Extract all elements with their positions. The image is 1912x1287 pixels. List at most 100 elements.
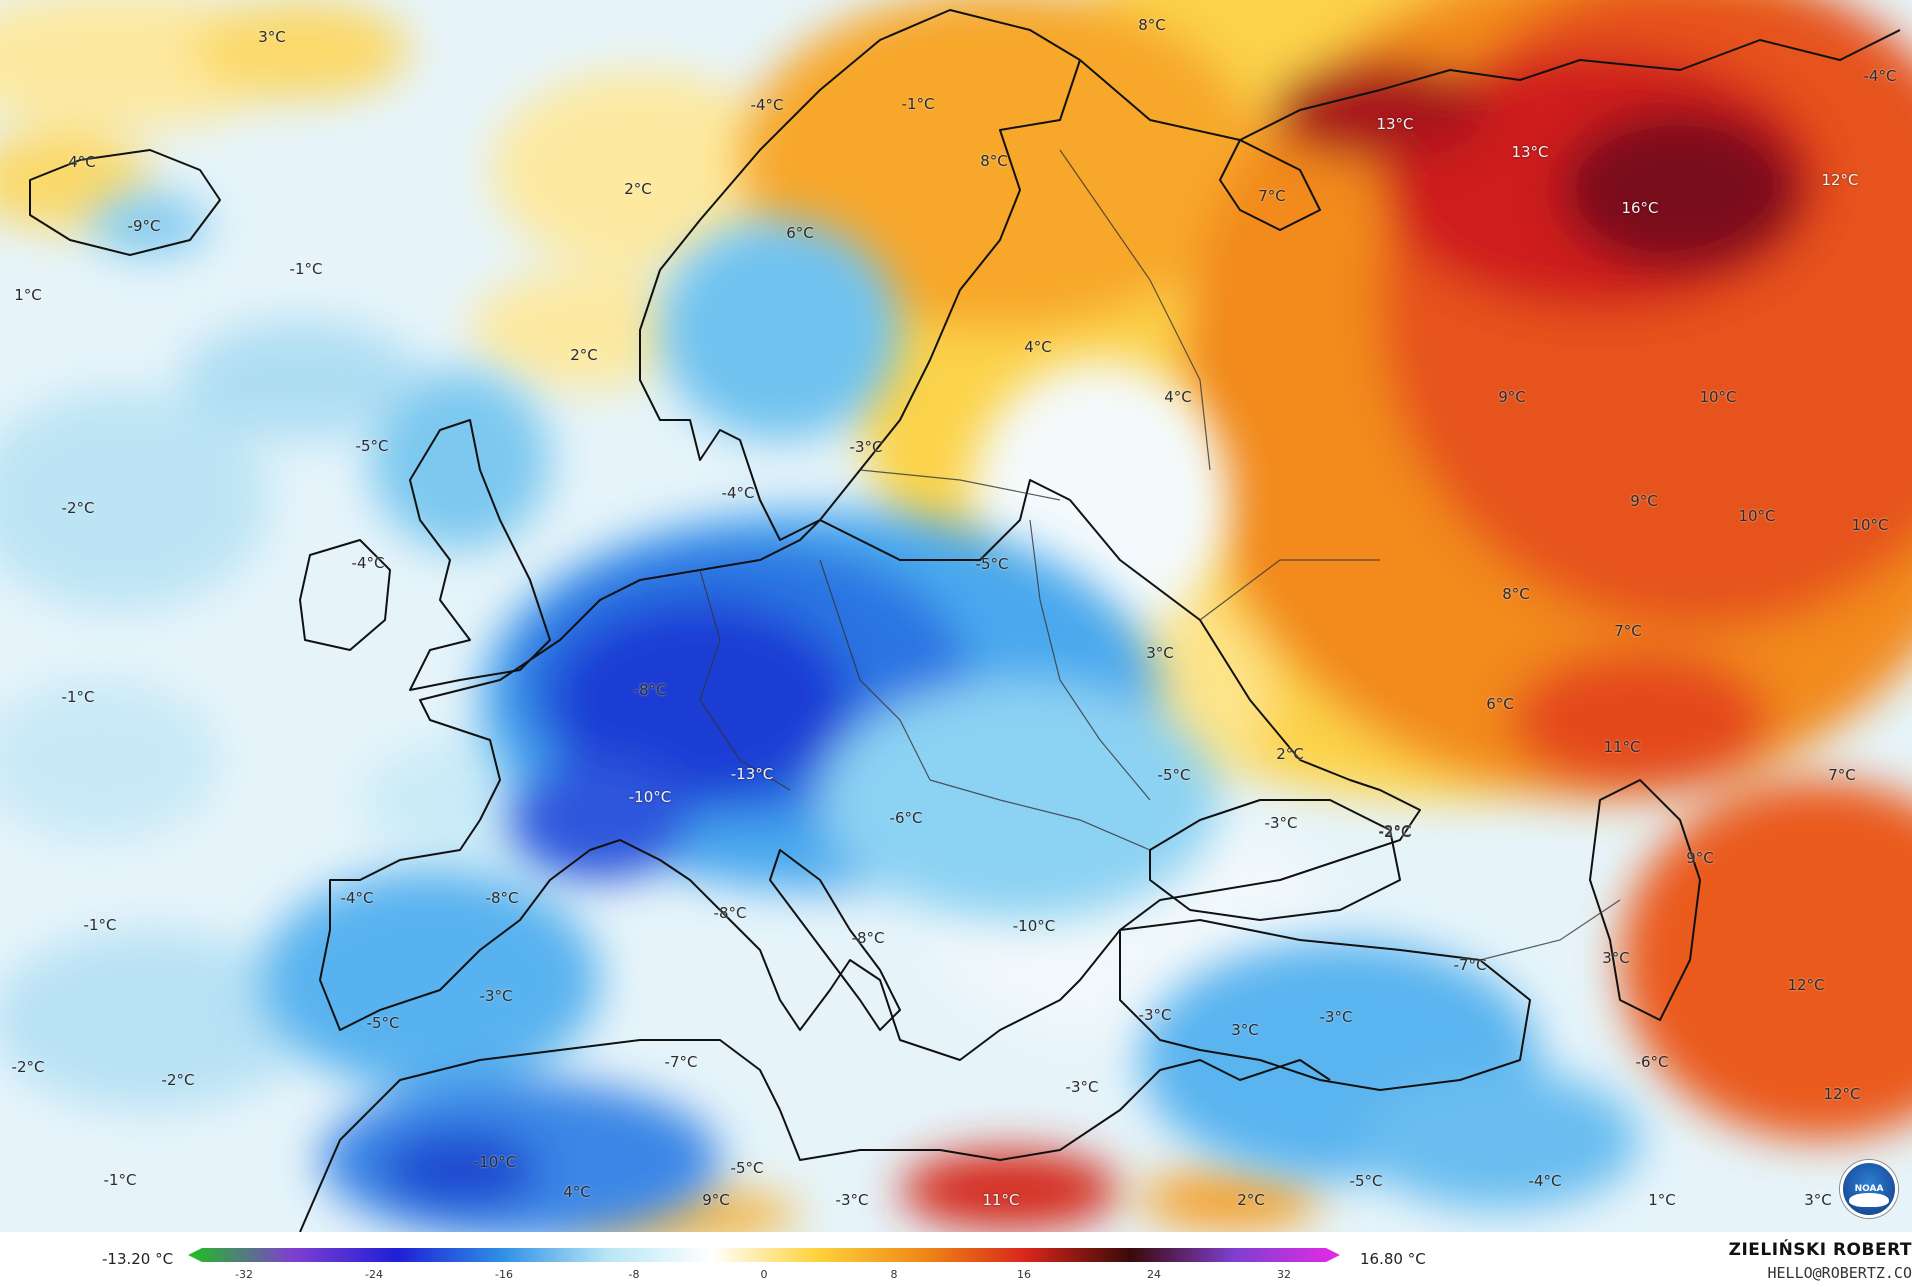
temperature-label: 7°C xyxy=(1828,766,1856,784)
temperature-label: 9°C xyxy=(1630,492,1658,510)
map-fill xyxy=(0,0,1912,1232)
temperature-label: 7°C xyxy=(1258,187,1286,205)
noaa-logo-text: NOAA xyxy=(1854,1184,1884,1194)
temperature-label: 10°C xyxy=(1699,388,1737,406)
temperature-label: -3°C xyxy=(479,987,513,1005)
temperature-label: -4°C xyxy=(750,96,784,114)
temperature-label: -1°C xyxy=(289,260,323,278)
temperature-label: -2°C xyxy=(1378,823,1412,841)
temperature-label: -7°C xyxy=(1453,956,1487,974)
legend-max-label: 16.80 °C xyxy=(1360,1250,1426,1268)
temperature-label: 7°C xyxy=(1614,622,1642,640)
legend-tick: 16 xyxy=(1017,1268,1031,1281)
temperature-label: 6°C xyxy=(786,224,814,242)
legend-tick: -32 xyxy=(235,1268,253,1281)
temperature-label: -8°C xyxy=(633,681,667,699)
temperature-label: -5°C xyxy=(355,437,389,455)
temperature-label: -3°C xyxy=(1138,1006,1172,1024)
temperature-label: -3°C xyxy=(1264,814,1298,832)
temperature-label: -4°C xyxy=(1863,67,1897,85)
temperature-label: 3°C xyxy=(1804,1191,1832,1209)
temperature-label: 9°C xyxy=(702,1191,730,1209)
temperature-label: 1°C xyxy=(1648,1191,1676,1209)
temperature-label: 13°C xyxy=(1376,115,1414,133)
temperature-label: 4°C xyxy=(563,1183,591,1201)
temperature-label: -4°C xyxy=(721,484,755,502)
temperature-label: -10°C xyxy=(1012,917,1056,935)
temperature-label: 11°C xyxy=(982,1191,1020,1209)
credit-name: ZIELIŃSKI ROBERT xyxy=(1728,1240,1912,1260)
temperature-label: -7°C xyxy=(664,1053,698,1071)
temperature-label: -5°C xyxy=(366,1014,400,1032)
temperature-label: 12°C xyxy=(1787,976,1825,994)
temperature-label: -1°C xyxy=(103,1171,137,1189)
temperature-label: -4°C xyxy=(1528,1172,1562,1190)
legend-tick: -24 xyxy=(365,1268,383,1281)
temperature-label: -8°C xyxy=(851,929,885,947)
temperature-label: 9°C xyxy=(1498,388,1526,406)
legend-tick: 0 xyxy=(760,1268,768,1281)
temperature-label: 2°C xyxy=(570,346,598,364)
temperature-label: 12°C xyxy=(1823,1085,1861,1103)
temperature-label: -1°C xyxy=(83,916,117,934)
temperature-label: -3°C xyxy=(849,438,883,456)
temperature-label: 13°C xyxy=(1511,143,1549,161)
temperature-label: -8°C xyxy=(485,889,519,907)
temperature-label: -8°C xyxy=(713,904,747,922)
temperature-label: -1°C xyxy=(61,688,95,706)
temperature-label: -5°C xyxy=(730,1159,764,1177)
temperature-label: 10°C xyxy=(1738,507,1776,525)
legend-min-label: -13.20 °C xyxy=(102,1250,174,1268)
noaa-logo: NOAA xyxy=(1840,1160,1898,1218)
temperature-label: 1°C xyxy=(14,286,42,304)
temperature-label: 4°C xyxy=(1164,388,1192,406)
temperature-label: 2°C xyxy=(1237,1191,1265,1209)
temperature-label: -13°C xyxy=(730,765,774,783)
temperature-label: 10°C xyxy=(1851,516,1889,534)
temperature-label: 4°C xyxy=(68,153,96,171)
temperature-label: 9°C xyxy=(1686,849,1714,867)
legend-tick: 32 xyxy=(1277,1268,1291,1281)
temperature-label: 8°C xyxy=(1138,16,1166,34)
temperature-label: 6°C xyxy=(1486,695,1514,713)
temperature-label: -4°C xyxy=(351,554,385,572)
temperature-label: 8°C xyxy=(1502,585,1530,603)
temperature-label: 2°C xyxy=(624,180,652,198)
temperature-label: 3°C xyxy=(1231,1021,1259,1039)
temperature-label: 16°C xyxy=(1621,199,1659,217)
temperature-label: -2°C xyxy=(11,1058,45,1076)
legend-tick: 8 xyxy=(890,1268,898,1281)
temperature-label: 2°C xyxy=(1276,745,1304,763)
temperature-label: 12°C xyxy=(1821,171,1859,189)
temperature-label: -1°C xyxy=(901,95,935,113)
temperature-label: -3°C xyxy=(1319,1008,1353,1026)
temperature-label: -6°C xyxy=(1635,1053,1669,1071)
temperature-label: -6°C xyxy=(889,809,923,827)
legend-colorbar xyxy=(188,1248,1340,1262)
temperature-label: -5°C xyxy=(975,555,1009,573)
temperature-label: -2°C xyxy=(1378,822,1412,840)
temperature-label: 3°C xyxy=(1146,644,1174,662)
temperature-label: -9°C xyxy=(127,217,161,235)
temperature-label: 3°C xyxy=(1602,949,1630,967)
legend-tick: -8 xyxy=(628,1268,640,1281)
temperature-label: -5°C xyxy=(1349,1172,1383,1190)
temperature-label: -3°C xyxy=(835,1191,869,1209)
temperature-label: 11°C xyxy=(1603,738,1641,756)
temperature-label: -2°C xyxy=(161,1071,195,1089)
legend-tick: 24 xyxy=(1147,1268,1161,1281)
temperature-label: -10°C xyxy=(473,1153,517,1171)
temperature-label: -3°C xyxy=(1065,1078,1099,1096)
temperature-label: -10°C xyxy=(628,788,672,806)
temperature-map: 3°C 4°C -9°C 1°C 2°C -1°C 2°C -2°C -5°C -4°C -1°C -… xyxy=(0,0,1912,1232)
logo-wave-shape xyxy=(1849,1193,1889,1207)
temperature-label: 8°C xyxy=(980,152,1008,170)
legend-footer: -13.20 °C -32 -24 -16 -8 0 8 16 24 32 16.80 °C Z… xyxy=(0,1232,1912,1287)
temperature-label: -2°C xyxy=(61,499,95,517)
legend-tick: -16 xyxy=(495,1268,513,1281)
temperature-label: -5°C xyxy=(1157,766,1191,784)
temperature-label: -4°C xyxy=(340,889,374,907)
credit-email: HELLO@ROBERTZ.CO xyxy=(1767,1264,1912,1282)
temperature-label: 3°C xyxy=(258,28,286,46)
temperature-label: 4°C xyxy=(1024,338,1052,356)
